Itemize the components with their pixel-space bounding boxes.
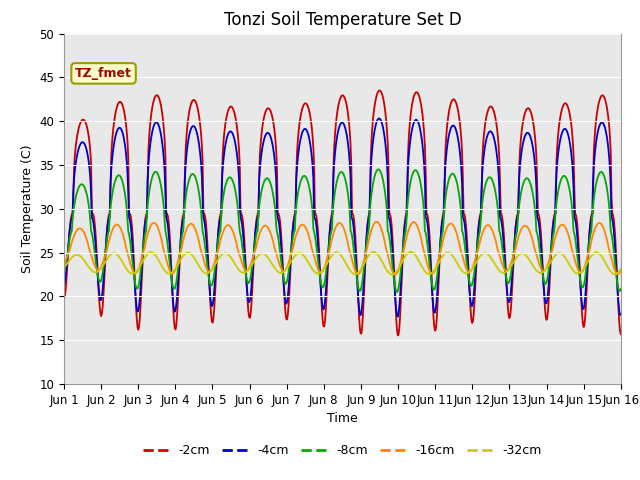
Legend: -2cm, -4cm, -8cm, -16cm, -32cm: -2cm, -4cm, -8cm, -16cm, -32cm: [138, 439, 547, 462]
-32cm: [184, 250, 192, 255]
-16cm: [127, 264, 135, 270]
-16cm: [70, 233, 78, 239]
-4cm: [214, 241, 221, 247]
-8cm: [393, 289, 401, 295]
Title: Tonzi Soil Temperature Set D: Tonzi Soil Temperature Set D: [223, 11, 461, 29]
-8cm: [374, 167, 382, 172]
-8cm: [127, 249, 135, 254]
-32cm: [412, 252, 419, 258]
Line: -4cm: -4cm: [64, 119, 621, 317]
-2cm: [394, 333, 402, 338]
-16cm: [184, 223, 192, 229]
-8cm: [70, 204, 78, 209]
-16cm: [428, 271, 436, 276]
-2cm: [127, 217, 135, 223]
-32cm: [388, 272, 396, 277]
Line: -8cm: -8cm: [64, 169, 621, 292]
-4cm: [617, 312, 625, 317]
-2cm: [375, 88, 383, 94]
X-axis label: Time: Time: [327, 412, 358, 425]
Text: TZ_fmet: TZ_fmet: [75, 67, 132, 80]
-8cm: [617, 286, 625, 292]
-32cm: [370, 249, 378, 255]
-16cm: [60, 261, 68, 267]
-32cm: [60, 264, 68, 270]
-4cm: [127, 228, 135, 234]
-4cm: [394, 314, 402, 320]
-4cm: [184, 140, 192, 145]
-16cm: [412, 220, 419, 226]
Line: -2cm: -2cm: [64, 91, 621, 336]
-2cm: [214, 245, 221, 251]
-32cm: [127, 271, 135, 276]
-8cm: [60, 269, 68, 275]
-16cm: [392, 272, 399, 277]
-8cm: [428, 280, 436, 286]
-2cm: [60, 296, 68, 301]
-32cm: [617, 266, 625, 272]
-2cm: [412, 90, 419, 96]
-16cm: [373, 219, 381, 225]
Line: -32cm: -32cm: [64, 252, 621, 275]
-32cm: [70, 253, 78, 259]
-4cm: [375, 116, 383, 121]
-16cm: [617, 268, 625, 274]
-8cm: [184, 181, 192, 187]
Y-axis label: Soil Temperature (C): Soil Temperature (C): [21, 144, 34, 273]
-2cm: [428, 281, 436, 287]
-32cm: [214, 258, 221, 264]
-4cm: [70, 176, 78, 181]
-16cm: [214, 250, 221, 255]
-8cm: [214, 245, 221, 251]
Line: -16cm: -16cm: [64, 222, 621, 275]
-8cm: [412, 167, 419, 173]
-2cm: [184, 118, 192, 124]
-2cm: [617, 331, 625, 337]
-2cm: [70, 165, 78, 170]
-4cm: [60, 283, 68, 289]
-4cm: [412, 117, 419, 123]
-4cm: [428, 285, 436, 290]
-32cm: [428, 270, 436, 276]
